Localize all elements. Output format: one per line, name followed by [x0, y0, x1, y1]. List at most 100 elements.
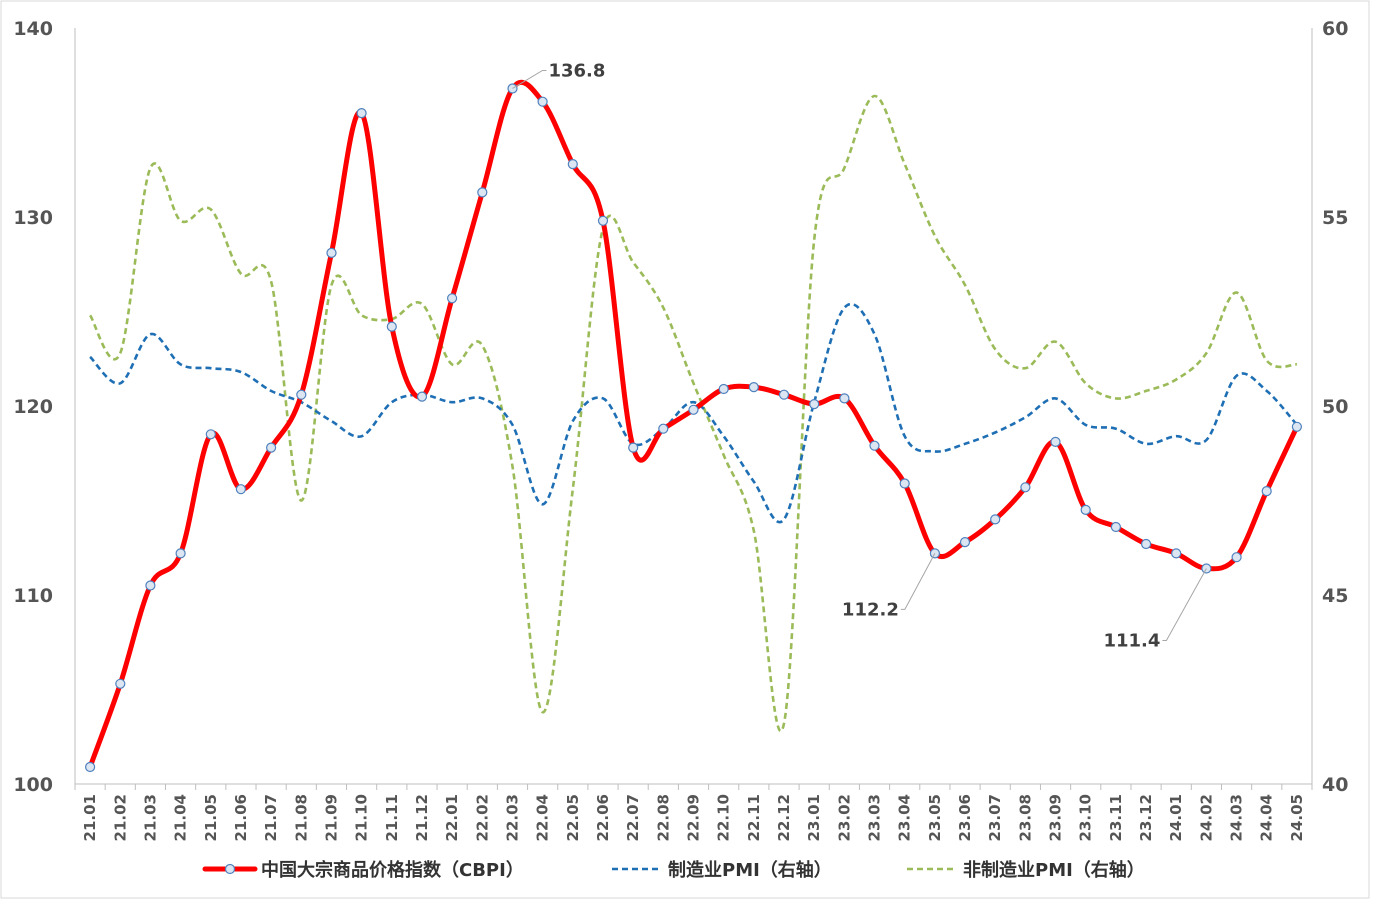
cbpi-data-point	[1080, 504, 1091, 515]
cbpi-data-point	[205, 429, 216, 440]
legend-label-cbpi: 中国大宗商品价格指数（CBPI）	[261, 859, 524, 881]
series-line-pmi-nonmfg	[88, 94, 1298, 733]
cbpi-data-point	[1110, 521, 1122, 533]
cbpi-data-point	[416, 391, 428, 402]
x-tick-label: 22.01	[443, 794, 461, 841]
x-tick-label: 23.04	[896, 794, 914, 841]
legend-item-pmi-nonmfg[interactable]: 非制造业PMI（右轴）	[907, 859, 1145, 881]
series-layer	[84, 79, 1303, 773]
x-tick-label: 22.12	[775, 794, 793, 841]
legend-label-pmi-mfg: 制造业PMI（右轴）	[668, 859, 832, 881]
cbpi-data-point	[929, 548, 941, 559]
legend: 中国大宗商品价格指数（CBPI） 制造业PMI（右轴） 非制造业PMI（右轴）	[202, 859, 1145, 881]
callout-136-8-leader	[512, 69, 547, 89]
cbpi-data-point	[748, 382, 759, 393]
y-left-tick-label: 110	[13, 585, 53, 607]
cbpi-data-point	[778, 389, 790, 400]
cbpi-data-point	[959, 536, 971, 548]
x-tick-label: 23.07	[986, 794, 1004, 841]
callout-111-4-leader	[1162, 568, 1207, 642]
callout-136-8-label: 136.8	[548, 60, 605, 81]
x-tick-label: 21.10	[353, 794, 371, 841]
cbpi-data-point	[235, 484, 246, 495]
cbpi-data-point	[356, 107, 367, 119]
x-tick-label: 21.04	[172, 794, 190, 841]
cbpi-data-point	[296, 389, 307, 400]
cbpi-data-point	[1140, 538, 1152, 550]
legend-marker-cbpi	[224, 863, 236, 875]
cbpi-data-point	[597, 215, 609, 226]
x-tick-label: 21.12	[413, 794, 431, 841]
legend-label-pmi-nonmfg: 非制造业PMI（右轴）	[963, 859, 1145, 881]
cbpi-data-point	[809, 399, 820, 410]
callout-112-2-label: 112.2	[842, 599, 899, 620]
cbpi-data-point	[567, 159, 578, 170]
cbpi-data-point	[537, 96, 548, 107]
x-tick-label: 22.11	[745, 794, 763, 841]
cbpi-data-point	[326, 247, 337, 258]
cbpi-data-point	[1050, 436, 1061, 447]
x-tick-label: 22.09	[685, 794, 703, 841]
x-tick-label: 24.05	[1288, 794, 1306, 841]
cbpi-data-point	[477, 187, 488, 198]
cbpi-data-point	[145, 580, 156, 591]
legend-item-cbpi[interactable]: 中国大宗商品价格指数（CBPI）	[202, 859, 524, 881]
x-tick-label: 24.01	[1167, 794, 1185, 841]
y-right-tick-label: 55	[1322, 207, 1348, 229]
x-tick-label: 24.04	[1258, 794, 1276, 841]
cbpi-data-point	[115, 678, 126, 689]
x-tick-label: 22.08	[654, 794, 672, 841]
cbpi-data-point	[1171, 548, 1182, 559]
x-tick-label: 21.03	[141, 794, 159, 841]
x-tick-label: 21.07	[262, 794, 280, 841]
y-right-tick-label: 45	[1322, 585, 1348, 607]
x-tick-label: 22.07	[624, 794, 642, 841]
cbpi-data-point	[990, 514, 1001, 525]
x-tick-label: 23.08	[1016, 794, 1034, 841]
series-line-cbpi	[87, 79, 1300, 768]
x-tick-label: 22.02	[473, 794, 491, 841]
cbpi-data-point	[688, 404, 699, 415]
cbpi-data-point	[447, 293, 458, 304]
cbpi-data-point	[1201, 563, 1212, 574]
x-tick-label: 21.01	[81, 794, 99, 841]
callout-112-2-leader	[900, 553, 936, 610]
legend-item-pmi-mfg[interactable]: 制造业PMI（右轴）	[612, 859, 832, 881]
x-tick-label: 24.02	[1197, 794, 1215, 841]
x-tick-label: 23.12	[1137, 794, 1155, 841]
cbpi-data-point	[1020, 482, 1031, 493]
cbpi-data-point	[386, 321, 397, 332]
x-tick-label: 21.11	[383, 794, 401, 841]
x-tick-label: 23.05	[926, 794, 944, 841]
x-tick-label: 21.06	[232, 794, 250, 841]
cbpi-data-point	[1291, 421, 1303, 432]
x-tick-label: 21.08	[292, 794, 310, 841]
x-tick-label: 23.03	[866, 794, 884, 841]
x-tick-label: 22.05	[564, 794, 582, 841]
x-tick-label: 23.02	[835, 794, 853, 841]
x-tick-label: 23.09	[1047, 794, 1065, 841]
x-tick-label: 21.02	[111, 794, 129, 841]
cbpi-data-point	[718, 383, 729, 395]
y-left-tick-label: 100	[13, 774, 53, 796]
callout-111-4-label: 111.4	[1103, 631, 1160, 652]
cbpi-data-point	[1231, 552, 1242, 563]
y-left-tick-label: 140	[13, 18, 53, 40]
y-left-tick-label: 130	[13, 207, 53, 229]
cbpi-data-point	[869, 440, 880, 451]
cbpi-data-point	[839, 393, 850, 404]
x-tick-label: 22.04	[534, 794, 552, 841]
x-tick-label: 24.03	[1228, 794, 1246, 841]
x-tick-label: 23.06	[956, 794, 974, 841]
cbpi-data-point	[175, 548, 186, 559]
cbpi-data-point	[1261, 486, 1272, 497]
x-tick-label: 23.11	[1107, 794, 1125, 841]
cbpi-data-point	[628, 442, 639, 453]
cbpi-data-point	[266, 442, 277, 453]
x-tick-label: 22.10	[715, 794, 733, 841]
x-tick-label: 23.10	[1077, 794, 1095, 841]
cbpi-data-point	[84, 761, 96, 773]
axes: 100 110 120 130 140 40 45 50 55 60 21.01 21.02 21.03…	[13, 18, 1348, 841]
